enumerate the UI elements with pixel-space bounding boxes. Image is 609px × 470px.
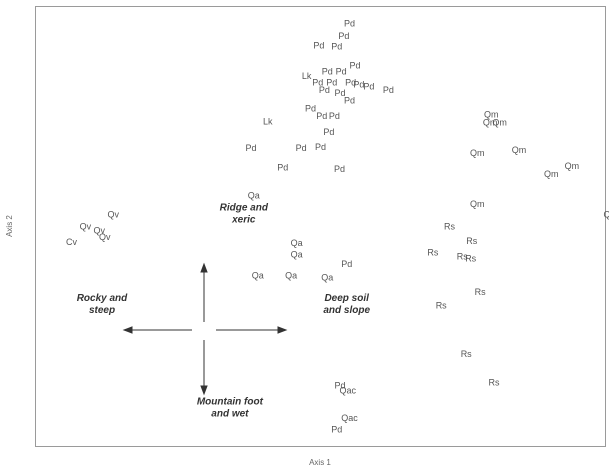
point-label-17: Pd [305,103,316,113]
point-label-18: Pd [316,111,327,121]
point-label-0: Pd [344,19,355,29]
point-label-36: Qm [604,210,609,220]
point-label-30: Qm [492,117,507,127]
point-label-42: Qa [291,238,303,248]
point-label-45: Qa [285,271,297,281]
point-label-23: Pd [296,143,307,153]
point-label-34: Qm [565,161,580,171]
annotation-0-line-1: xeric [231,214,256,225]
point-label-31: Qm [470,148,485,158]
point-label-6: Pd [336,66,347,76]
point-label-43: Qa [291,250,303,260]
point-label-27: Qa [248,191,260,201]
point-label-22: Pd [245,143,256,153]
point-label-38: Qv [80,221,92,231]
point-label-24: Pd [315,142,326,152]
annotation-3-line-0: Mountain foot [197,397,264,408]
point-label-11: Pd [353,80,364,90]
point-label-55: Rs [461,349,472,359]
point-label-44: Qa [252,271,264,281]
point-label-40: Qv [99,232,111,242]
point-label-54: Rs [436,301,447,311]
direction-cross [122,262,288,396]
point-label-3: Pd [331,41,342,51]
point-label-35: Qm [470,199,485,209]
point-label-48: Rs [444,221,455,231]
point-label-49: Rs [466,236,477,246]
x-axis-title: Axis 1 [309,458,331,467]
annotation-0: Ridge and xeric [220,202,269,225]
point-label-5: Pd [322,66,333,76]
point-label-15: Pd [383,85,394,95]
point-label-46: Qa [321,272,333,282]
point-label-20: Lk [263,117,273,127]
annotation-2-line-0: Deep soil [324,293,369,304]
point-label-56: Rs [489,378,500,388]
annotation-1-line-0: Rocky and [77,293,128,304]
point-label-13: Pd [319,85,330,95]
point-label-41: Cv [66,237,77,247]
point-label-4: Pd [349,60,360,70]
point-label-39: Qv [94,225,106,235]
point-label-58: Qac [340,385,357,395]
point-label-33: Qm [544,169,559,179]
point-label-32: Qm [512,145,527,155]
point-label-9: Pd [326,77,337,87]
arrow-down-head [200,385,208,396]
annotation-1: Rocky and steep [77,293,128,316]
arrow-right-head [277,326,288,334]
point-label-1: Pd [338,31,349,41]
point-label-25: Pd [277,162,288,172]
annotation-2-line-1: and slope [323,305,370,316]
point-label-7: Lk [302,71,312,81]
point-label-2: Pd [313,40,324,50]
point-label-60: Pd [331,425,342,435]
point-label-19: Pd [329,111,340,121]
point-label-47: Pd [341,259,352,269]
point-label-12: Pd [363,82,374,92]
point-label-59: Qac [341,413,358,423]
point-label-51: Rs [457,251,468,261]
point-label-52: Rs [465,253,476,263]
point-label-57: Pd [334,380,345,390]
annotation-2: Deep soil and slope [323,293,370,316]
point-label-14: Pd [334,88,345,98]
point-label-10: Pd [345,77,356,87]
point-label-26: Pd [334,164,345,174]
point-label-28: Qm [484,109,499,119]
point-label-16: Pd [344,96,355,106]
arrow-left-head [122,326,133,334]
point-label-21: Pd [323,127,334,137]
point-label-50: Rs [427,247,438,257]
point-label-8: Pd [312,77,323,87]
point-label-53: Rs [475,287,486,297]
annotation-0-line-0: Ridge and [220,202,269,213]
y-axis-title: Axis 2 [5,215,14,237]
annotation-3: Mountain foot and wet [197,397,264,420]
annotation-1-line-1: steep [89,305,115,316]
point-label-37: Qv [107,210,119,220]
annotation-3-line-1: and wet [211,409,249,420]
point-label-29: Qm [483,117,498,127]
arrow-up-head [200,262,208,273]
plot-frame [35,6,606,447]
